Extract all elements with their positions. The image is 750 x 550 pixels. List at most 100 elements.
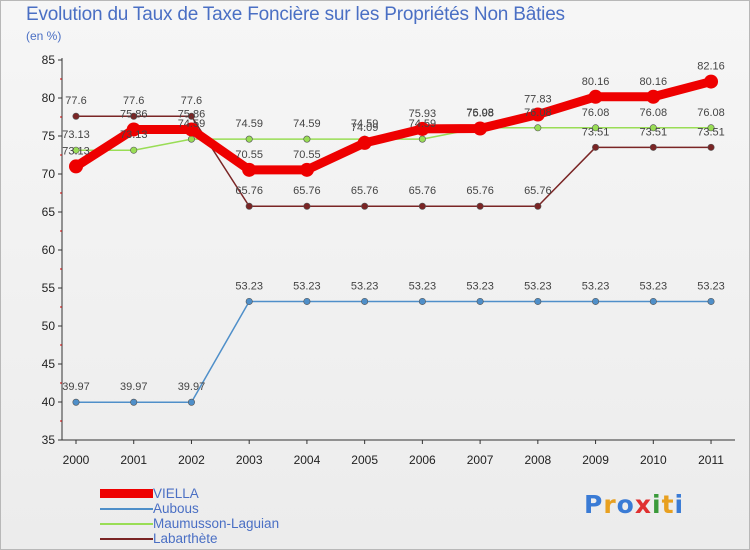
data-point-aubous: [303, 297, 311, 305]
legend-swatch-aubous: [100, 508, 153, 510]
data-point-maumusson-laguian: [649, 124, 657, 132]
data-label-labarth-te: 77.6: [181, 95, 202, 107]
data-point-viella: [242, 162, 257, 177]
y-tick-label: 35: [42, 433, 56, 447]
data-label-viella: 75.86: [120, 108, 148, 120]
data-label-labarth-te: 73.51: [582, 126, 610, 138]
data-label-maumusson-laguian: 74.59: [178, 118, 206, 130]
y-tick-label: 60: [42, 243, 56, 257]
y-tick-label: 50: [42, 319, 56, 333]
data-point-maumusson-laguian: [245, 135, 253, 143]
data-point-viella: [588, 89, 603, 104]
x-tick-label: 2001: [120, 453, 147, 467]
data-label-aubous: 53.23: [524, 280, 552, 292]
data-labels: 73.13 75.86 75.86 70.55 70.55 74.09 75.93 75.98…: [62, 61, 725, 394]
y-tick-label: 80: [42, 91, 56, 105]
data-label-viella: 77.83: [524, 93, 552, 105]
data-label-labarth-te: 65.76: [466, 185, 494, 197]
y-tick-label: 65: [42, 205, 56, 219]
logo-letter: i: [652, 490, 662, 519]
data-label-viella: 73.13: [62, 145, 90, 157]
data-label-labarth-te: 77.6: [65, 95, 86, 107]
data-point-maumusson-laguian: [418, 135, 426, 143]
y-tick-label: 40: [42, 395, 56, 409]
legend-label-aubous: Aubous: [153, 501, 199, 516]
data-point-viella: [473, 121, 488, 136]
data-point-viella: [126, 122, 141, 137]
data-label-viella: 75.98: [466, 108, 494, 120]
data-label-maumusson-laguian: 74.59: [351, 118, 379, 130]
chart-unit-label: (en %): [26, 29, 62, 43]
x-tick-label: 2009: [582, 453, 609, 467]
logo-letter: r: [603, 490, 617, 519]
x-tick-label: 2000: [63, 453, 90, 467]
data-point-labarth-te: [361, 202, 369, 210]
proxiti-logo: Proxiti: [584, 490, 684, 519]
data-point-aubous: [418, 297, 426, 305]
data-point-labarth-te: [476, 202, 484, 210]
data-label-aubous: 53.23: [582, 280, 610, 292]
data-point-viella: [69, 159, 83, 174]
data-label-viella: 82.16: [697, 61, 725, 73]
x-tick-label: 2008: [524, 453, 551, 467]
data-label-labarth-te: 65.76: [351, 185, 379, 197]
logo-letter: P: [584, 490, 604, 519]
data-point-aubous: [476, 297, 484, 305]
data-point-labarth-te: [649, 143, 657, 151]
x-tick-label: 2002: [178, 453, 205, 467]
data-label-maumusson-laguian: 73.13: [62, 129, 90, 141]
x-tick-label: 2004: [294, 453, 321, 467]
data-label-aubous: 39.97: [120, 381, 148, 393]
x-tick-label: 2006: [409, 453, 436, 467]
data-point-labarth-te: [130, 112, 138, 120]
data-point-viella: [184, 122, 199, 137]
chart-title: Evolution du Taux de Taxe Foncière sur l…: [26, 4, 565, 25]
x-tick-label: 2003: [236, 453, 263, 467]
legend-swatch-maumusson-laguian: [100, 523, 153, 525]
data-point-viella: [415, 121, 430, 136]
data-label-labarth-te: 65.76: [524, 185, 552, 197]
data-label-maumusson-laguian: 74.59: [235, 118, 263, 130]
x-tick-label: 2010: [640, 453, 667, 467]
logo-letter: x: [634, 490, 652, 519]
data-point-labarth-te: [534, 202, 542, 210]
legend-item-maumusson-laguian[interactable]: Maumusson-Laguian: [100, 516, 360, 531]
data-label-labarth-te: 65.76: [293, 185, 321, 197]
data-label-maumusson-laguian: 76.08: [466, 107, 494, 119]
series-line-viella: [71, 77, 716, 175]
series-line-labarth-te: [75, 115, 712, 207]
x-tick-label: 2011: [698, 453, 724, 467]
axes: [61, 58, 735, 441]
x-tick-label: 2007: [467, 453, 494, 467]
data-label-aubous: 53.23: [697, 280, 725, 292]
legend-label-viella: VIELLA: [153, 486, 199, 501]
data-label-labarth-te: 77.6: [123, 95, 144, 107]
data-label-maumusson-laguian: 74.59: [409, 118, 437, 130]
legend-item-labarthete[interactable]: Labarthète: [100, 531, 360, 546]
data-point-aubous: [130, 398, 138, 406]
legend-item-viella[interactable]: VIELLA: [100, 486, 360, 501]
data-label-maumusson-laguian: 76.08: [524, 107, 552, 119]
y-tick-label: 45: [42, 357, 56, 371]
x-tick-label: 2005: [351, 453, 378, 467]
data-point-aubous: [187, 398, 195, 406]
y-tick-label: 55: [42, 281, 56, 295]
data-label-maumusson-laguian: 74.59: [293, 118, 321, 130]
data-point-aubous: [534, 297, 542, 305]
data-point-aubous: [72, 398, 80, 406]
y-tick-label: 75: [42, 129, 56, 143]
legend-label-maumusson-laguian: Maumusson-Laguian: [153, 516, 280, 531]
data-label-aubous: 53.23: [351, 280, 379, 292]
data-point-maumusson-laguian: [130, 146, 138, 154]
data-label-maumusson-laguian: 73.13: [120, 129, 148, 141]
data-point-labarth-te: [245, 202, 253, 210]
data-point-labarth-te: [707, 143, 715, 151]
legend-label-labarthete: Labarthète: [153, 531, 218, 546]
legend-item-aubous[interactable]: Aubous: [100, 501, 360, 516]
data-point-labarth-te: [72, 112, 80, 120]
data-point-viella: [299, 162, 314, 177]
data-label-aubous: 39.97: [178, 381, 206, 393]
legend-swatch-labarthete: [100, 538, 153, 540]
data-point-labarth-te: [303, 202, 311, 210]
data-label-viella: 70.55: [293, 149, 321, 161]
